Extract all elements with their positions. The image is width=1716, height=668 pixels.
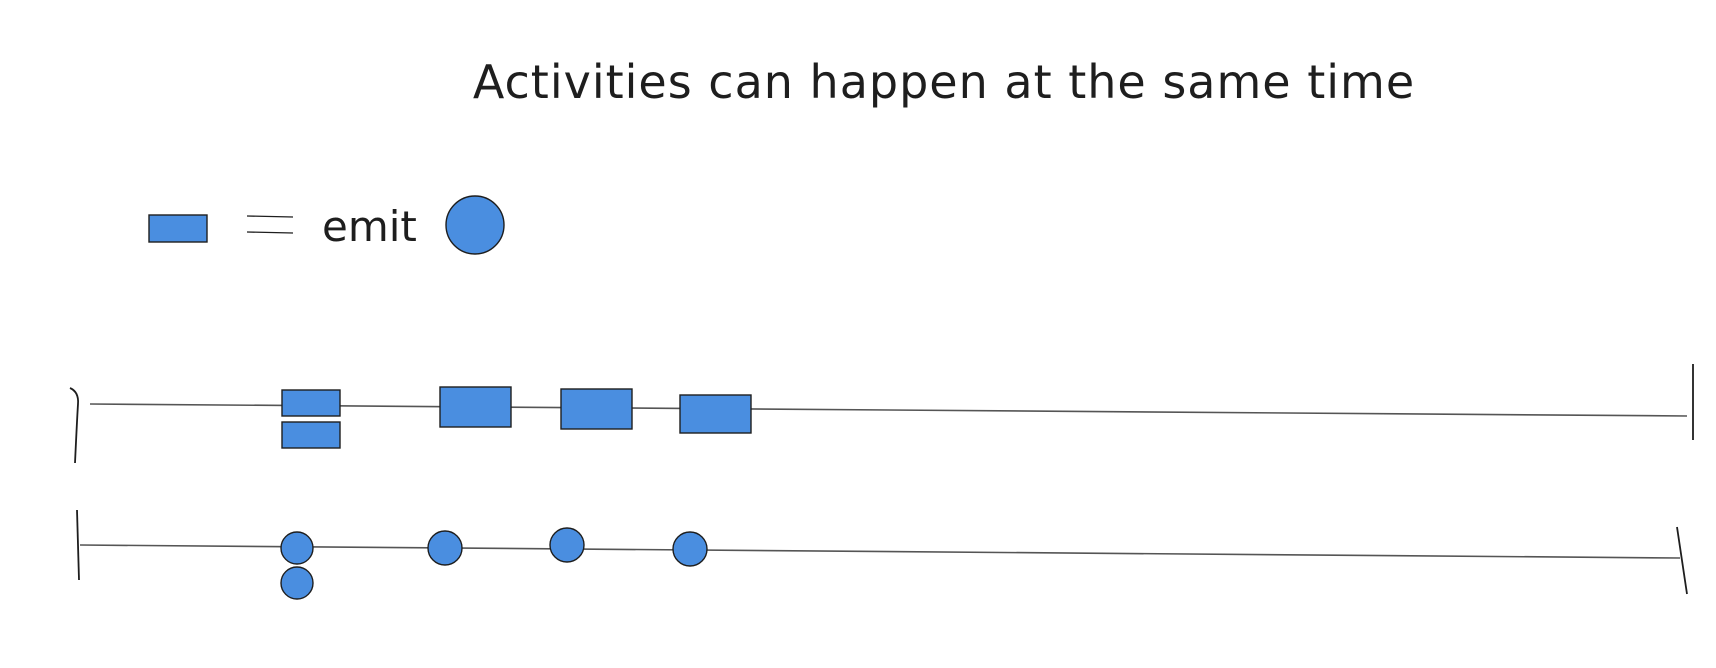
circle-marker [549,527,585,563]
circle-marker [280,531,314,565]
circle-marker [427,530,463,566]
circle-marker-group-1 [280,531,314,600]
legend-label: emit [322,202,417,251]
rectangle-marker [439,386,512,428]
legend-rectangle-icon [148,214,208,243]
rectangle-timeline-start-tick [69,387,79,464]
circle-timeline-axis [79,544,1681,559]
rectangle-marker-group-1 [281,389,341,449]
circle-timeline [76,509,1688,600]
rectangle-marker [281,421,341,449]
legend: emit [148,195,505,255]
legend-circle-icon [445,195,505,255]
circle-timeline-end-tick [1676,526,1688,595]
rectangle-timeline [69,364,1694,464]
rectangle-marker [560,388,633,430]
circle-marker [280,566,314,600]
diagram-title: Activities can happen at the same time [473,55,1415,109]
rectangle-timeline-axis [89,403,1688,417]
circle-timeline-start-tick [76,509,80,581]
rectangle-marker [679,394,752,434]
rectangle-marker [281,389,341,417]
circle-marker [672,531,708,567]
equals-sign-icon [246,215,294,234]
